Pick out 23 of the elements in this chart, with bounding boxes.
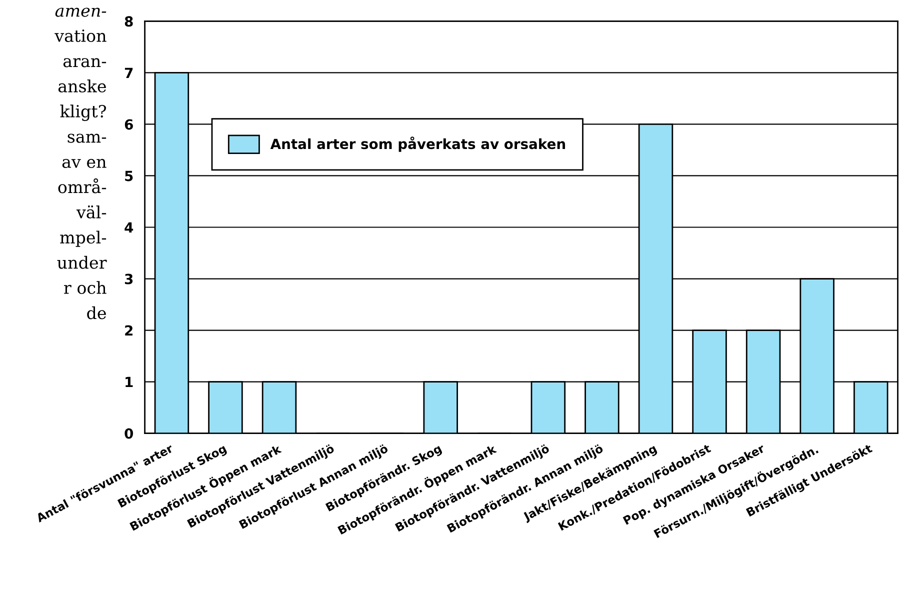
legend-label: Antal arter som påverkats av orsaken xyxy=(270,136,566,152)
y-tick-label: 2 xyxy=(125,325,132,336)
text: av en xyxy=(62,158,106,168)
text: områ- xyxy=(58,178,106,194)
text: aran- xyxy=(63,58,106,68)
y-tick-label: 4 xyxy=(124,222,134,233)
text: vation xyxy=(54,30,106,42)
y-tick-label: 7 xyxy=(124,68,133,78)
y-tick-label: 1 xyxy=(126,376,133,388)
text: under xyxy=(57,256,107,269)
y-tick-label: 6 xyxy=(124,119,133,130)
y-tick-label: 8 xyxy=(124,16,133,27)
text: väl- xyxy=(76,205,106,218)
text: de xyxy=(87,306,106,320)
text: amen- xyxy=(55,8,106,17)
y-tick-label: 3 xyxy=(124,274,133,284)
text: kligt? xyxy=(60,104,106,121)
y-tick-label: 5 xyxy=(125,170,133,182)
y-tick-label: 0 xyxy=(124,428,134,439)
text: r och xyxy=(64,281,106,294)
text: anske xyxy=(58,80,106,92)
text: mpel- xyxy=(60,230,106,247)
text: sam- xyxy=(68,134,106,143)
